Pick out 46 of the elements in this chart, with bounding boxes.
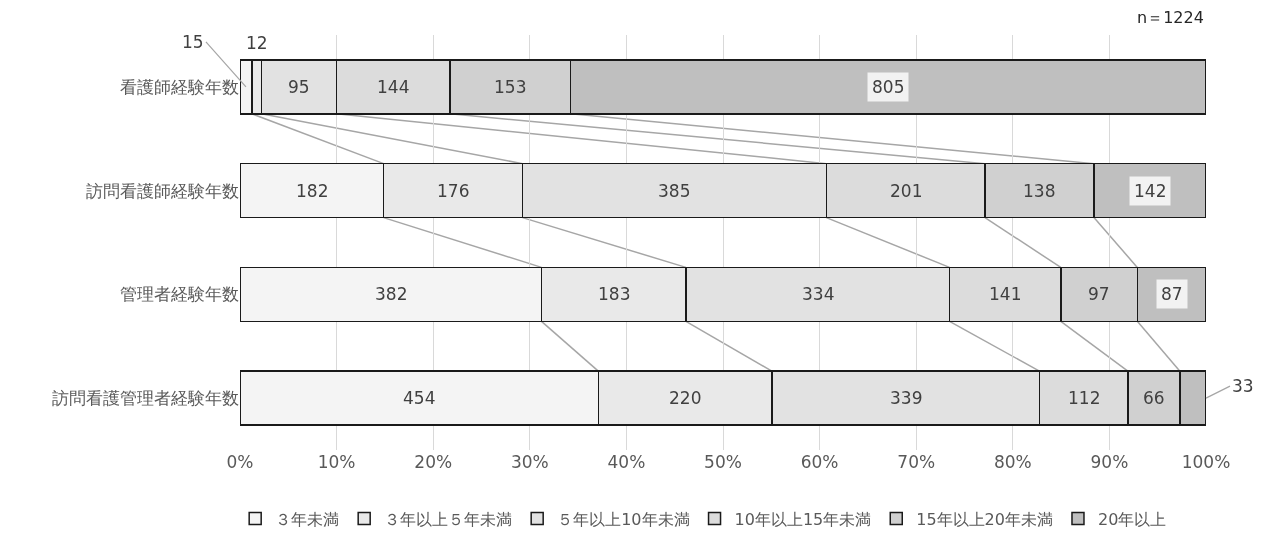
legend-label: 15年以上20年未満	[916, 509, 1053, 529]
legend-label: 20年以上	[1097, 509, 1167, 529]
chart-subtitle: n＝1224	[1137, 8, 1204, 27]
annotation: 182	[296, 181, 329, 201]
annotation: 183	[598, 284, 631, 304]
x-tick-label: 60%	[800, 452, 839, 472]
text: 15	[182, 32, 204, 52]
y-tick-label: 管理者経験年数	[120, 284, 239, 305]
annotation: 12	[246, 33, 268, 53]
legend-label: 10年以上15年未満	[734, 509, 872, 529]
x-tick-label: 70%	[897, 452, 936, 472]
y-tick-label: 訪問看護師経験年数	[86, 180, 239, 201]
annotation: 339	[890, 388, 923, 408]
y-tick-label: 看護師経験年数	[120, 76, 239, 97]
x-tick-label: 90%	[1090, 452, 1129, 472]
x-tick-label: 50%	[704, 452, 742, 472]
legend-label: ５年以上10年未満	[557, 509, 690, 529]
annotation: 66	[1143, 388, 1165, 408]
annotation: 33	[1232, 376, 1254, 396]
annotation: 141	[989, 284, 1022, 304]
annotation: 454	[403, 388, 436, 408]
y-tick-label: 訪問看護管理者経験年数	[52, 388, 239, 409]
x-tick-label: 80%	[993, 452, 1032, 472]
annotation: 382	[375, 284, 408, 304]
x-tick-label: 20%	[414, 452, 453, 472]
annotation: 805	[872, 77, 905, 97]
x-tick-label: 30%	[510, 452, 549, 472]
annotation: 201	[890, 181, 923, 201]
annotation: 220	[669, 388, 702, 408]
legend-label: ３年未満	[275, 509, 340, 529]
annotation: 334	[802, 284, 835, 304]
annotation: 144	[377, 77, 410, 97]
x-tick-label: 0%	[226, 452, 254, 472]
annotation: 153	[494, 77, 527, 97]
x-tick-label: 10%	[317, 452, 356, 472]
x-tick-label: 40%	[607, 452, 646, 472]
annotation: 87	[1161, 284, 1183, 304]
legend-label: ３年以上５年未満	[384, 509, 513, 529]
x-tick-label: 100%	[1181, 452, 1231, 472]
annotation: 97	[1088, 284, 1110, 304]
annotation: 176	[437, 181, 470, 201]
annotation: 95	[288, 77, 310, 97]
annotation: 112	[1068, 388, 1101, 408]
annotation: 385	[658, 181, 691, 201]
annotation: 138	[1023, 181, 1056, 201]
annotation: 142	[1134, 181, 1167, 201]
